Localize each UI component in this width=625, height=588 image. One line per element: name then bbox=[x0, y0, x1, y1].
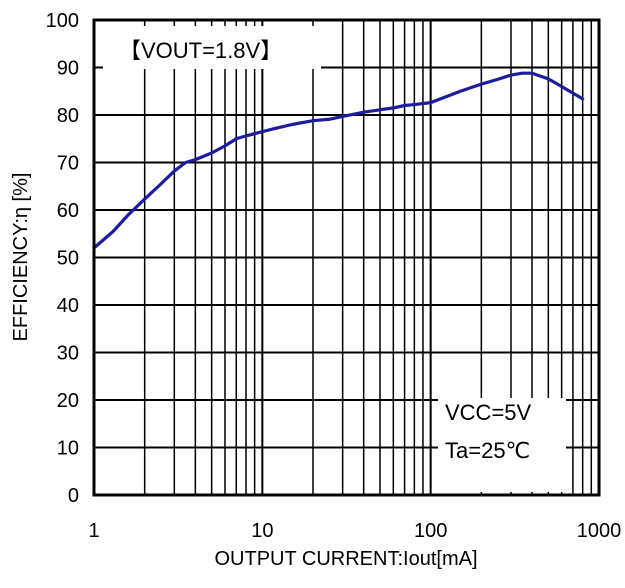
top-left-annotation-background bbox=[103, 26, 321, 69]
x-tick-label-1000: 1000 bbox=[577, 520, 622, 542]
y-tick-label-10: 10 bbox=[57, 438, 79, 460]
plot-frame bbox=[92, 18, 601, 497]
annotation-boxes bbox=[103, 26, 566, 492]
x-tick-label-10: 10 bbox=[251, 520, 273, 542]
y-tick-label-40: 40 bbox=[57, 295, 79, 317]
series-layer bbox=[92, 71, 585, 250]
x-tick-label-100: 100 bbox=[414, 520, 447, 542]
efficiency-curve bbox=[92, 71, 585, 250]
top-left-annotation: 【VOUT=1.8V】 bbox=[119, 38, 282, 63]
y-tick-labels: 0 10 20 30 40 50 60 70 80 90 100 bbox=[46, 10, 79, 507]
ta-annotation: Ta=25℃ bbox=[445, 438, 530, 463]
y-tick-label-70: 70 bbox=[57, 153, 79, 175]
y-tick-label-0: 0 bbox=[68, 485, 79, 507]
x-tick-label-1: 1 bbox=[88, 520, 99, 542]
bottom-right-annotation-background bbox=[438, 398, 566, 492]
x-axis-label: OUTPUT CURRENT:Iout[mA] bbox=[215, 548, 478, 570]
x-tick-labels: 1 10 100 1000 bbox=[88, 520, 621, 542]
y-axis-label: EFFICIENCY:η [%] bbox=[10, 173, 32, 342]
y-tick-label-90: 90 bbox=[57, 58, 79, 80]
y-tick-label-50: 50 bbox=[57, 248, 79, 270]
y-tick-label-80: 80 bbox=[57, 105, 79, 127]
vcc-annotation: VCC=5V bbox=[445, 400, 532, 425]
y-tick-label-100: 100 bbox=[46, 10, 79, 32]
grid-layer bbox=[94, 20, 599, 495]
y-tick-label-30: 30 bbox=[57, 343, 79, 365]
y-tick-label-60: 60 bbox=[57, 200, 79, 222]
y-tick-label-20: 20 bbox=[57, 390, 79, 412]
